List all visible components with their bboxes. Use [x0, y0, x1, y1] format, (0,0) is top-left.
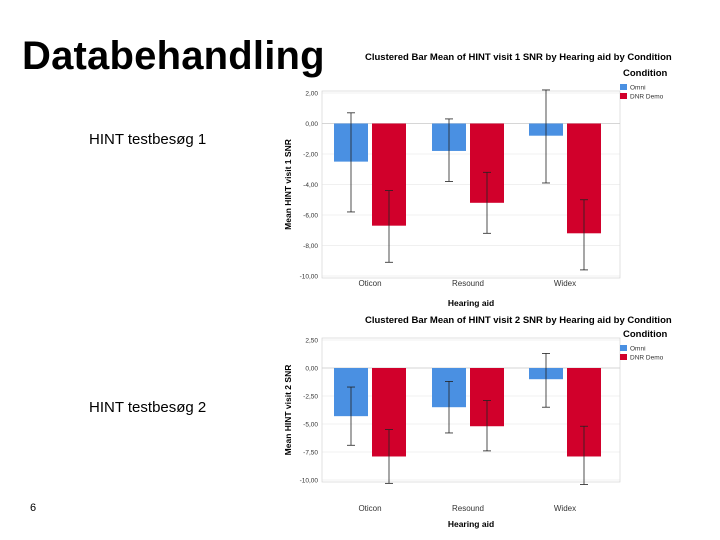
- y-tick-label: 2,50: [305, 338, 318, 345]
- legend-label: DNR Demo: [630, 94, 664, 101]
- x-category-label: Widex: [554, 504, 576, 513]
- legend-swatch: [620, 93, 627, 99]
- y-tick-label: -2,00: [303, 152, 318, 159]
- legend-label: Omni: [630, 346, 646, 353]
- y-tick-label: -4,00: [303, 182, 318, 189]
- legend-swatch: [620, 84, 627, 90]
- chart-title: Clustered Bar Mean of HINT visit 1 SNR b…: [365, 52, 672, 63]
- y-axis-label: Mean HINT visit 2 SNR: [283, 365, 293, 456]
- legend-title: Condition: [623, 68, 668, 79]
- x-axis-label: Hearing aid: [448, 298, 494, 308]
- page-number: 6: [30, 502, 37, 514]
- label-visit-2: HINT testbesøg 2: [89, 399, 207, 416]
- y-tick-label: 2,00: [305, 91, 318, 98]
- slide-title: Databehandling: [22, 34, 325, 78]
- x-category-label: Resound: [452, 279, 484, 288]
- chart-title: Clustered Bar Mean of HINT visit 2 SNR b…: [365, 315, 672, 326]
- y-tick-label: -2,50: [303, 394, 318, 401]
- y-tick-label: -6,00: [303, 213, 318, 220]
- x-category-label: Widex: [554, 279, 576, 288]
- x-category-label: Resound: [452, 504, 484, 513]
- y-tick-label: -7,50: [303, 450, 318, 457]
- legend-title: Condition: [623, 329, 668, 340]
- legend-swatch: [620, 345, 627, 351]
- legend-label: Omni: [630, 85, 646, 92]
- label-visit-1: HINT testbesøg 1: [89, 131, 207, 148]
- x-axis-label: Hearing aid: [448, 519, 494, 529]
- y-tick-label: 0,00: [305, 121, 318, 128]
- x-category-label: Oticon: [358, 504, 381, 513]
- y-tick-label: -10,00: [300, 274, 319, 281]
- x-category-label: Oticon: [358, 279, 381, 288]
- y-axis-label: Mean HINT visit 1 SNR: [283, 139, 293, 230]
- legend-swatch: [620, 354, 627, 360]
- y-tick-label: -5,00: [303, 422, 318, 429]
- y-tick-label: -8,00: [303, 243, 318, 250]
- y-tick-label: -10,00: [300, 478, 319, 485]
- y-tick-label: 0,00: [305, 366, 318, 373]
- legend-label: DNR Demo: [630, 355, 664, 362]
